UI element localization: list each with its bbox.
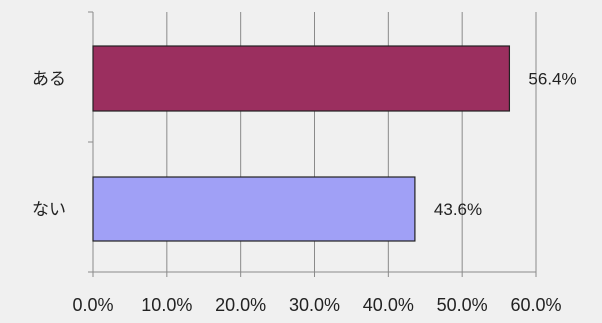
x-tick-label: 50.0% — [437, 295, 488, 315]
data-label: 56.4% — [528, 70, 576, 89]
x-tick-label: 10.0% — [141, 295, 192, 315]
x-tick-label: 60.0% — [510, 295, 561, 315]
x-tick-label: 0.0% — [72, 295, 113, 315]
x-tick-label: 20.0% — [215, 295, 266, 315]
x-tick-label: 30.0% — [289, 295, 340, 315]
category-label: ない — [32, 200, 66, 220]
bar — [92, 176, 416, 242]
x-tick-label: 40.0% — [363, 295, 414, 315]
data-label: 43.6% — [434, 200, 482, 219]
bar — [92, 45, 511, 112]
category-label: ある — [32, 70, 66, 90]
